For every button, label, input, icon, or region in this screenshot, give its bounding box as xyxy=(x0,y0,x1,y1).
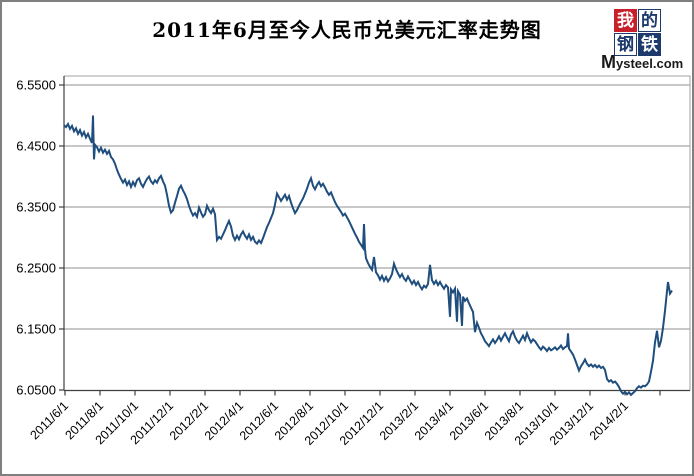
chart-title: 2011年6月至今人民币兑美元汇率走势图 xyxy=(152,18,542,42)
y-axis-label: 6.5500 xyxy=(16,78,56,93)
mysteel-domain-rest: ysteel.com xyxy=(616,56,684,71)
y-axis-label: 6.2500 xyxy=(16,261,56,276)
y-axis-label: 6.0500 xyxy=(16,383,56,398)
logo-char-de: 的 xyxy=(638,9,661,32)
logo-char-wo: 我 xyxy=(614,9,637,32)
x-axis-label: 2014/2/1 xyxy=(587,399,631,443)
logo-char-gang: 钢 xyxy=(614,33,637,56)
y-axis-label: 6.1500 xyxy=(16,322,56,337)
rate-line-series xyxy=(63,115,673,397)
mysteel-domain-text: Mysteel.com xyxy=(601,52,683,73)
mysteel-domain-m: M xyxy=(601,52,616,72)
logo-char-tie: 铁 xyxy=(638,33,661,56)
y-axis-label: 6.4500 xyxy=(16,139,56,154)
mysteel-logo-grid: 我 的 钢 铁 xyxy=(614,9,664,56)
mysteel-logo: 我 的 钢 铁 xyxy=(614,9,664,56)
y-axis-label: 6.3500 xyxy=(16,200,56,215)
